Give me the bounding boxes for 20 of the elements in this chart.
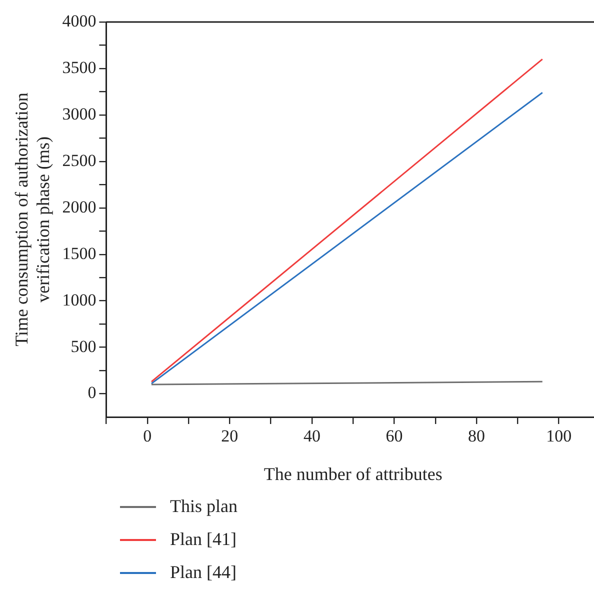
legend-label: This plan (170, 496, 238, 517)
y-tick-label: 3500 (62, 58, 96, 77)
y-tick-label: 0 (88, 383, 96, 402)
x-tick-label: 20 (221, 426, 238, 446)
x-axis-title: The number of attributes (264, 464, 442, 484)
y-tick-label: 3000 (62, 104, 96, 124)
y-tick-label: 4000 (62, 11, 96, 30)
x-tick-label: 100 (546, 426, 572, 446)
y-tick-label: 1500 (62, 244, 96, 263)
x-tick-label: 60 (386, 426, 403, 446)
legend-label: Plan [44] (170, 562, 236, 583)
y-tick-label: 2500 (62, 150, 96, 170)
y-axis-title: Time consumption of authorization verification phase (ms) (12, 92, 54, 346)
x-tick-label: 0 (143, 426, 152, 446)
legend-label: Plan [41] (170, 529, 236, 550)
y-tick-label: 500 (70, 336, 96, 356)
x-tick-label: 40 (303, 426, 320, 446)
y-tick-label: 2000 (62, 197, 96, 216)
y-tick-label: 1000 (62, 290, 96, 310)
x-tick-label: 80 (468, 426, 486, 446)
